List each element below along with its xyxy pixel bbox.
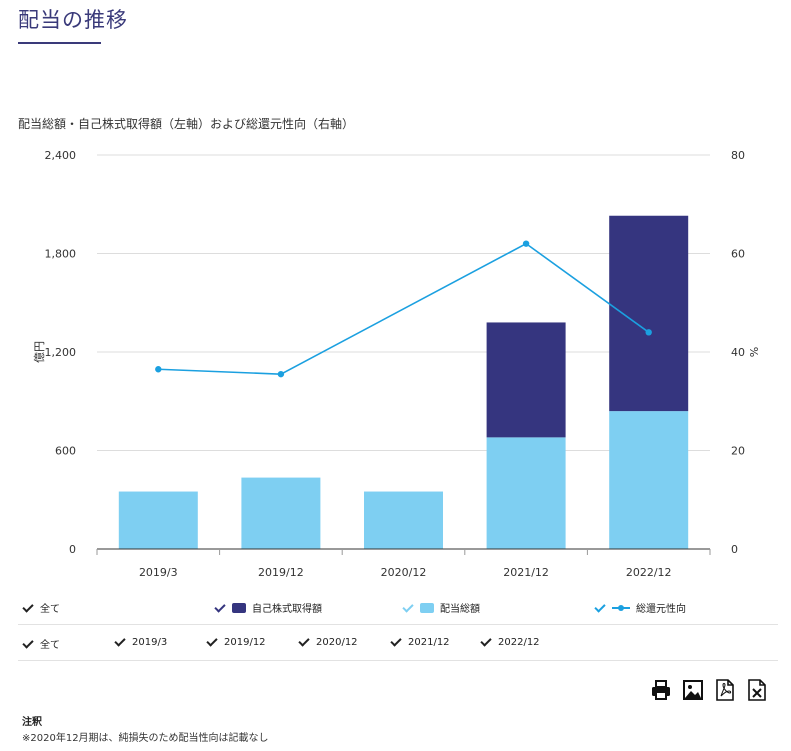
legend-item-dividend[interactable]: 配当総額 — [402, 600, 480, 615]
check-icon — [594, 602, 606, 614]
check-icon — [22, 638, 34, 650]
y-axis-title: 億円 — [33, 341, 46, 363]
image-icon[interactable] — [682, 678, 704, 702]
x-tick-label: 2021/12 — [503, 566, 549, 579]
legend-label: 総還元性向 — [636, 604, 686, 615]
filter-all-label: 全て — [40, 640, 60, 651]
bar — [609, 215, 689, 412]
check-icon — [114, 636, 126, 648]
y2-tick-label: 20 — [731, 445, 745, 458]
payout-point — [277, 370, 285, 378]
check-icon — [298, 636, 310, 648]
filter-item-label: 2021/12 — [408, 636, 450, 648]
y2-tick-label: 60 — [731, 248, 745, 261]
filter-item-label: 2022/12 — [498, 636, 540, 648]
filter-item-2022-12[interactable]: 2022/12 — [480, 636, 540, 648]
filter-item-label: 2020/12 — [316, 636, 358, 648]
notes-text: ※2020年12月期は、純損失のため配当性向は記載なし — [22, 733, 269, 744]
x-tick-label: 2020/12 — [381, 566, 427, 579]
series-legend: 全て 自己株式取得額 配当総額 総還元性向 — [18, 590, 778, 625]
excel-icon[interactable] — [746, 678, 768, 702]
payout-point — [155, 366, 162, 373]
bar — [241, 477, 321, 549]
legend-label: 自己株式取得額 — [252, 604, 322, 615]
category-filter: 全て 2019/3 2019/12 2020/12 2021/12 2022/1… — [18, 626, 778, 661]
bar — [118, 491, 198, 549]
filter-item-2019-12[interactable]: 2019/12 — [206, 636, 266, 648]
legend-label: 配当総額 — [440, 604, 480, 615]
x-tick-label: 2022/12 — [626, 566, 672, 579]
y2-axis-title: % — [747, 347, 760, 357]
x-tick-label: 2019/12 — [258, 566, 304, 579]
legend-line-swatch — [612, 603, 630, 613]
y-tick-label: 0 — [69, 543, 76, 556]
y2-tick-label: 0 — [731, 543, 738, 556]
chart-caption: 配当総額・自己株式取得額（左軸）および総還元性向（右軸） — [18, 117, 355, 131]
print-icon[interactable] — [650, 678, 672, 702]
y-tick-label: 2,400 — [45, 149, 77, 162]
notes-heading: 注釈 — [22, 717, 42, 728]
title-underline — [18, 42, 101, 44]
bar — [486, 322, 566, 438]
export-toolbar — [650, 678, 768, 702]
x-tick-label: 2019/3 — [139, 566, 178, 579]
filter-item-2019-3[interactable]: 2019/3 — [114, 636, 167, 648]
pdf-icon[interactable] — [714, 678, 736, 702]
bar — [364, 491, 443, 549]
check-icon — [206, 636, 218, 648]
legend-swatch — [232, 602, 246, 613]
y-tick-label: 600 — [55, 445, 76, 458]
check-icon — [402, 602, 414, 614]
check-icon — [22, 602, 34, 614]
filter-item-2021-12[interactable]: 2021/12 — [390, 636, 450, 648]
legend-all-toggle[interactable]: 全て — [22, 600, 60, 615]
bar — [609, 411, 689, 549]
legend-swatch — [420, 602, 434, 613]
check-icon — [214, 602, 226, 614]
legend-item-buyback[interactable]: 自己株式取得額 — [214, 600, 322, 615]
check-icon — [480, 636, 492, 648]
y-tick-label: 1,200 — [45, 346, 77, 359]
y2-tick-label: 40 — [731, 346, 745, 359]
payout-point — [645, 329, 652, 336]
page-title: 配当の推移 — [18, 8, 128, 32]
filter-item-2020-12[interactable]: 2020/12 — [298, 636, 358, 648]
filter-item-label: 2019/12 — [224, 636, 266, 648]
bar — [486, 437, 566, 549]
y2-tick-label: 80 — [731, 149, 745, 162]
filter-all-toggle[interactable]: 全て — [22, 636, 60, 651]
dividend-chart: 0 600 1,200 1,800 2,400 0 20 40 60 80 億円 % 2019/3 201… — [33, 149, 760, 579]
payout-point — [522, 240, 530, 247]
check-icon — [390, 636, 402, 648]
y-tick-label: 1,800 — [45, 248, 77, 261]
legend-item-payout[interactable]: 総還元性向 — [594, 600, 686, 615]
legend-all-label: 全て — [40, 604, 60, 615]
filter-item-label: 2019/3 — [132, 636, 168, 648]
payout-line — [158, 242, 650, 375]
